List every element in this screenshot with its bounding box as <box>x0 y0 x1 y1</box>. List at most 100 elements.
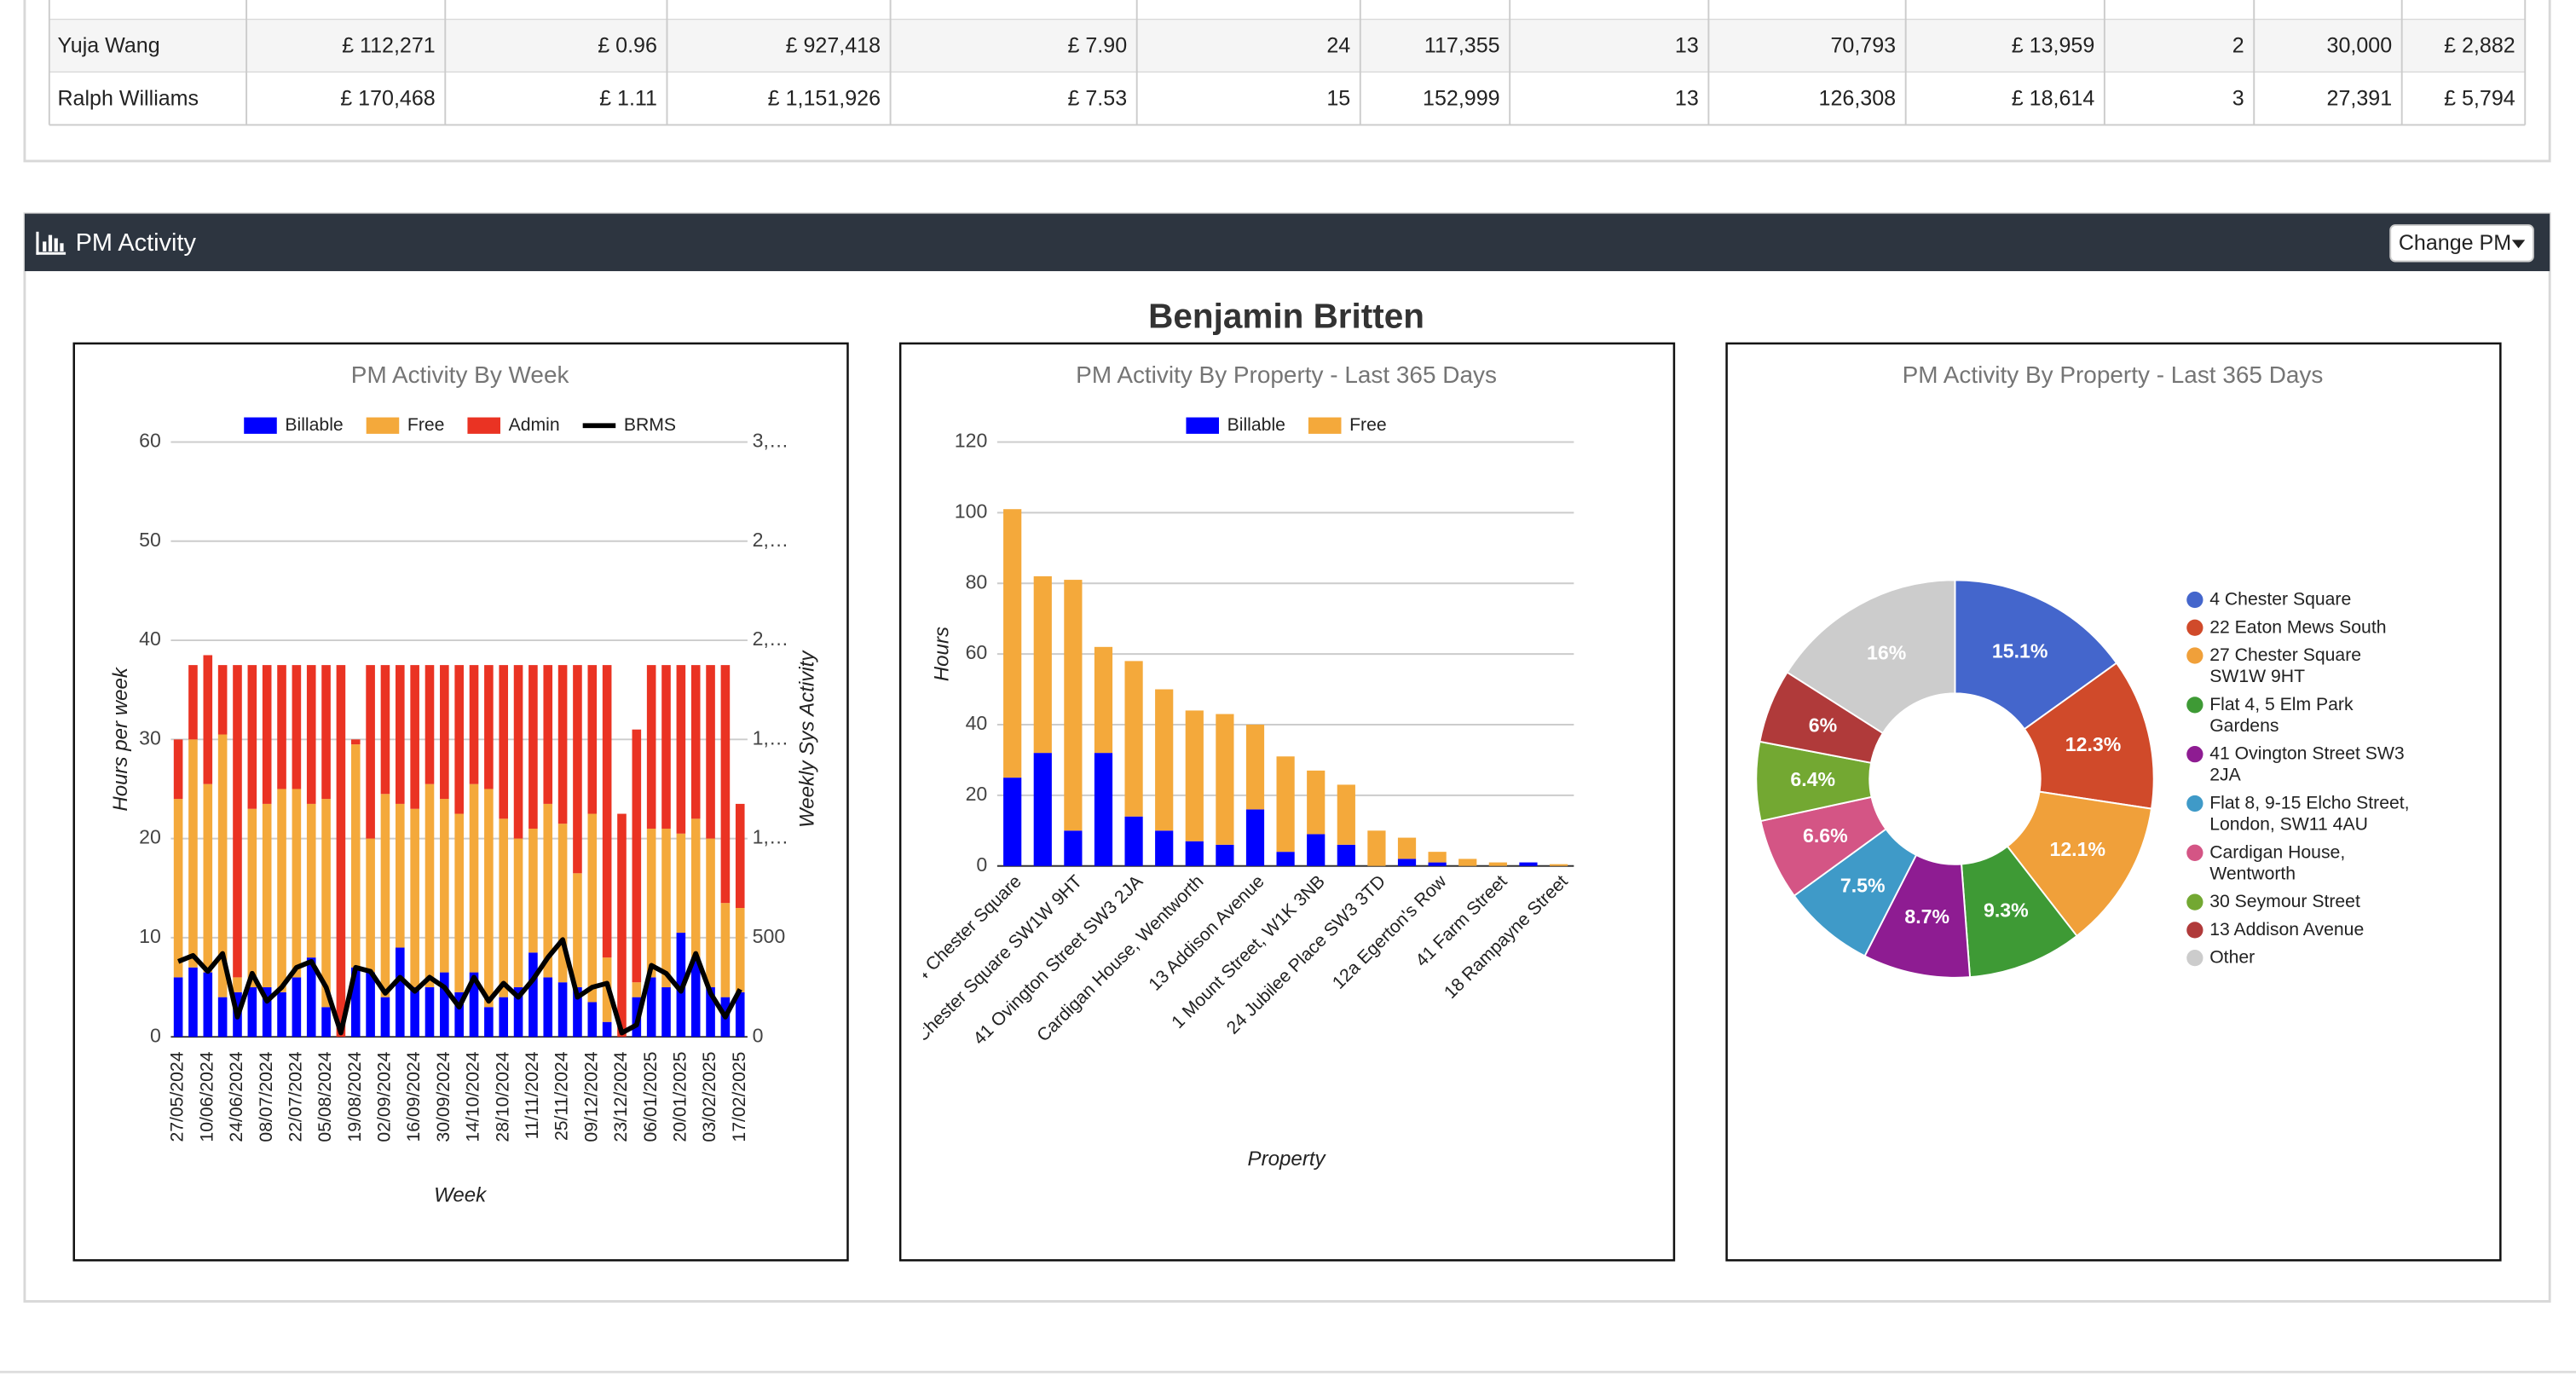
table-cell: Ralph Williams <box>57 86 199 110</box>
y2-tick-label: 2,… <box>753 627 788 650</box>
legend-label: Flat 4, 5 Elm Park Gardens <box>2209 694 2358 735</box>
bar <box>380 997 390 1038</box>
bar <box>557 982 568 1038</box>
bar <box>513 665 523 839</box>
table-cell: £ 13,959 <box>2012 34 2095 58</box>
table-cell: 117,355 <box>1424 34 1500 58</box>
bar <box>557 665 568 824</box>
chart-title: PM Activity By Week <box>351 361 570 388</box>
bar <box>1245 809 1265 866</box>
bar <box>366 972 375 1038</box>
bar <box>233 665 242 978</box>
bar <box>1307 770 1326 835</box>
x-tick-label: 30/09/2024 <box>434 1051 453 1142</box>
bar <box>1216 714 1234 845</box>
table-cell: 15 <box>1326 86 1350 110</box>
bar <box>1458 859 1477 866</box>
bar <box>217 997 228 1038</box>
table-cell: 24 <box>1326 34 1350 58</box>
bar <box>735 992 745 1038</box>
table-row <box>49 20 2526 72</box>
table-cell: 126,308 <box>1819 86 1897 110</box>
bar <box>440 972 449 1038</box>
bar <box>1428 862 1447 866</box>
legend-swatch <box>2186 619 2203 636</box>
table-cell: £ 0.96 <box>598 34 657 58</box>
bar <box>528 952 538 1038</box>
table-cell: £ 927,418 <box>786 34 881 58</box>
bar <box>454 813 464 992</box>
table-row <box>49 72 2526 125</box>
x-tick-label: 14/10/2024 <box>464 1051 483 1142</box>
legend-label: 13 Addison Avenue <box>2209 919 2364 939</box>
bar <box>573 987 582 1038</box>
bar <box>690 665 701 819</box>
x-tick-label: 11/11/2024 <box>523 1051 542 1139</box>
table-cell: £ 5,794 <box>2444 86 2515 110</box>
chart: PM Activity By Property - Last 365 Days 1… <box>1755 361 2414 979</box>
bar <box>1003 509 1022 778</box>
bar <box>350 739 361 745</box>
legend-label: Free <box>1349 415 1387 435</box>
y-tick-label: 80 <box>966 570 988 593</box>
bar <box>321 1007 331 1038</box>
x-tick-label: 27/05/2024 <box>168 1051 188 1142</box>
legend-label: 22 Eaton Mews South <box>2209 617 2386 637</box>
bar <box>306 665 316 804</box>
legend-swatch <box>366 417 400 434</box>
bar <box>587 1002 598 1038</box>
change-pm-button[interactable] <box>2389 224 2534 263</box>
bar <box>350 967 361 1038</box>
bar <box>469 665 479 784</box>
bar <box>454 665 464 814</box>
x-axis-title: Property <box>1248 1148 1327 1171</box>
legend: Billable Free Admin BRMS <box>244 415 676 435</box>
y-tick-label: 100 <box>955 500 988 522</box>
bar <box>676 833 686 934</box>
bar <box>513 838 523 988</box>
y-tick-label: 30 <box>139 726 161 749</box>
bar <box>587 813 598 1003</box>
chart-title: PM Activity By Property - Last 365 Days <box>1076 361 1497 388</box>
bar <box>602 665 612 958</box>
bar <box>469 972 479 1038</box>
button-label[interactable]: Change PM <box>2399 231 2511 255</box>
bar <box>602 1021 612 1038</box>
bar <box>543 665 553 804</box>
bar <box>646 977 656 1038</box>
caret[interactable] <box>2511 240 2526 249</box>
panel-header <box>24 213 2550 272</box>
bar <box>277 789 286 992</box>
bar <box>661 987 671 1038</box>
bar <box>454 992 464 1038</box>
bar <box>425 987 435 1038</box>
x-tick-label: 02/09/2024 <box>375 1051 395 1142</box>
bar <box>1337 844 1355 866</box>
bar <box>440 799 449 973</box>
pie-slice <box>2023 662 2155 810</box>
legend-label: Billable <box>1227 415 1285 435</box>
y2-tick-label: 3,… <box>753 430 788 452</box>
table-cell: 152,999 <box>1423 86 1500 110</box>
bar <box>1185 710 1204 841</box>
data-table: Yuja Wang £ 112,271 £ 0.96 £ 927,418 £ 7.90 2… <box>48 0 2527 126</box>
bar <box>277 992 286 1038</box>
x-tick-label: 16/09/2024 <box>404 1051 424 1142</box>
legend-swatch <box>2186 591 2203 609</box>
bar <box>440 665 449 800</box>
legend-label: Other <box>2209 947 2255 967</box>
legend-swatch <box>2186 950 2203 967</box>
y-tick-label: 60 <box>139 430 161 452</box>
bar <box>262 665 272 804</box>
slice-label: 16% <box>1867 642 1906 664</box>
bar <box>661 828 671 988</box>
bar <box>557 824 568 983</box>
bar <box>573 873 582 988</box>
bar <box>366 665 375 839</box>
legend-swatch <box>2186 647 2203 664</box>
x-tick-label: 20/01/2025 <box>670 1052 690 1142</box>
bar <box>690 957 701 1038</box>
bar <box>410 665 419 809</box>
bar <box>1094 753 1113 866</box>
x-tick-label: 03/02/2025 <box>700 1052 719 1142</box>
